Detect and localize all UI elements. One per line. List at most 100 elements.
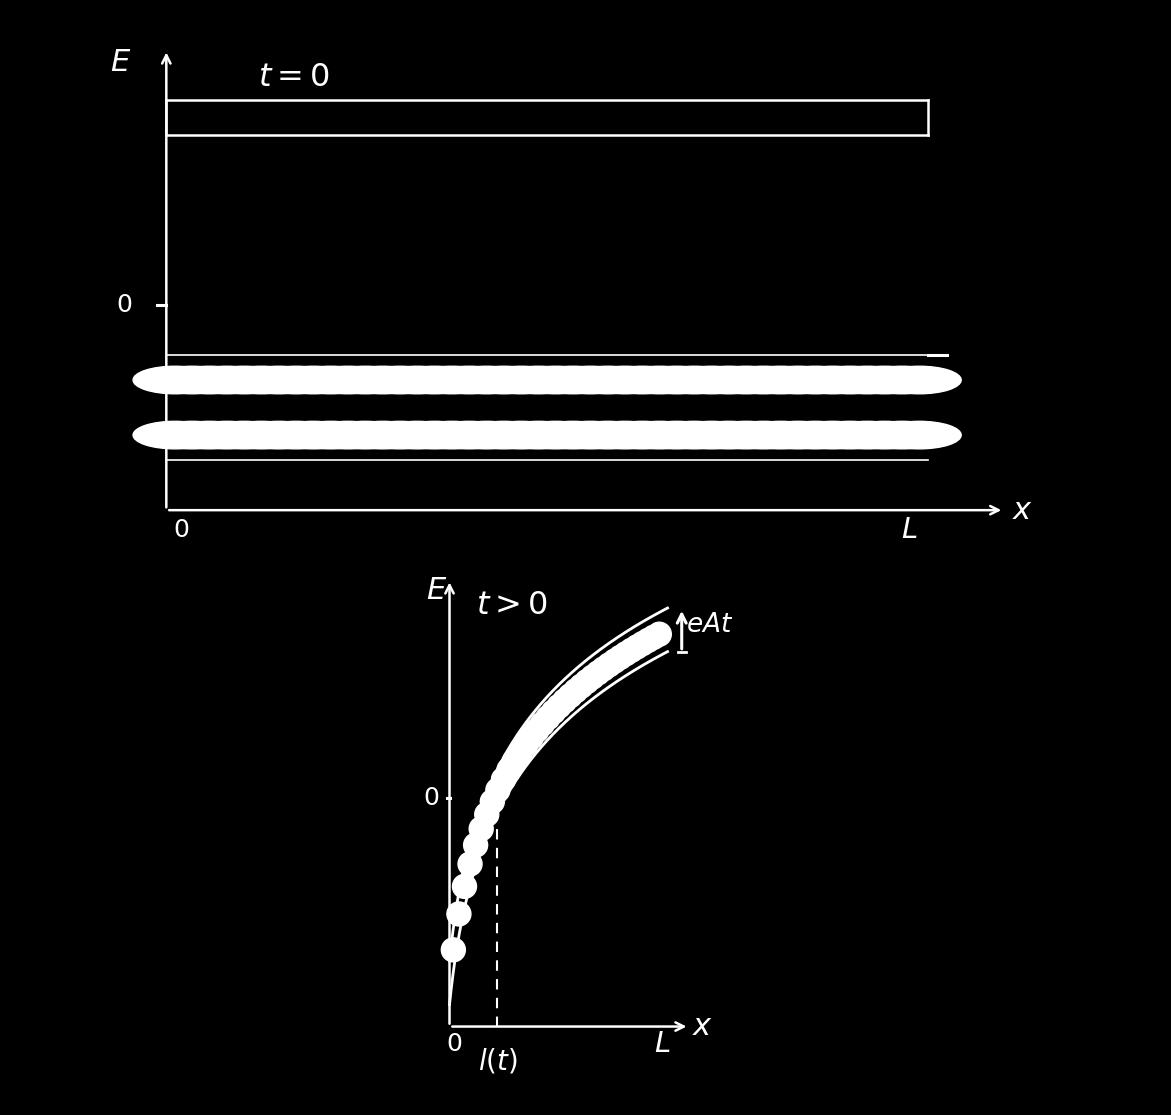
Text: $eAt$: $eAt$ [686, 612, 733, 639]
Circle shape [652, 421, 737, 449]
Circle shape [492, 767, 515, 792]
Circle shape [358, 366, 441, 394]
Circle shape [547, 695, 571, 718]
Circle shape [739, 366, 823, 394]
Text: $0$: $0$ [173, 518, 190, 542]
Circle shape [631, 631, 655, 656]
Circle shape [575, 669, 598, 694]
Circle shape [583, 421, 667, 449]
Circle shape [532, 421, 615, 449]
Circle shape [323, 366, 408, 394]
Circle shape [530, 712, 554, 736]
Circle shape [341, 421, 425, 449]
Circle shape [502, 749, 527, 773]
Circle shape [756, 366, 840, 394]
Text: $0$: $0$ [116, 293, 132, 317]
Circle shape [790, 421, 875, 449]
Circle shape [618, 421, 701, 449]
Circle shape [474, 803, 499, 826]
Circle shape [559, 683, 582, 708]
Circle shape [739, 421, 823, 449]
Circle shape [410, 366, 494, 394]
Circle shape [566, 366, 650, 394]
Circle shape [826, 366, 909, 394]
Circle shape [636, 629, 660, 652]
Circle shape [532, 366, 615, 394]
Circle shape [458, 852, 482, 876]
Circle shape [237, 366, 321, 394]
Circle shape [563, 679, 588, 702]
Circle shape [553, 689, 576, 712]
Circle shape [581, 666, 604, 689]
Circle shape [392, 366, 477, 394]
Circle shape [376, 366, 459, 394]
Circle shape [603, 649, 626, 673]
Circle shape [687, 421, 771, 449]
Circle shape [237, 421, 321, 449]
Circle shape [254, 421, 338, 449]
Circle shape [548, 366, 632, 394]
Circle shape [358, 421, 441, 449]
Circle shape [635, 366, 719, 394]
Circle shape [790, 366, 875, 394]
Circle shape [614, 642, 638, 666]
Circle shape [519, 726, 543, 749]
Circle shape [427, 421, 511, 449]
Text: $x$: $x$ [1012, 496, 1033, 525]
Circle shape [808, 421, 892, 449]
Circle shape [704, 366, 788, 394]
Circle shape [514, 366, 597, 394]
Circle shape [774, 421, 857, 449]
Circle shape [877, 421, 961, 449]
Circle shape [687, 366, 771, 394]
Circle shape [445, 421, 528, 449]
Circle shape [601, 421, 684, 449]
Circle shape [464, 833, 487, 857]
Circle shape [648, 622, 671, 647]
Circle shape [756, 421, 840, 449]
Circle shape [203, 421, 286, 449]
Circle shape [497, 758, 521, 782]
Circle shape [392, 421, 477, 449]
Circle shape [514, 421, 597, 449]
Circle shape [480, 789, 505, 814]
Text: $E$: $E$ [110, 48, 131, 77]
Circle shape [272, 421, 355, 449]
Circle shape [541, 700, 566, 724]
Circle shape [670, 366, 753, 394]
Circle shape [203, 366, 286, 394]
Circle shape [843, 366, 926, 394]
Circle shape [497, 421, 581, 449]
Circle shape [591, 657, 616, 681]
Circle shape [220, 421, 303, 449]
Circle shape [441, 938, 465, 962]
Text: $0$: $0$ [424, 786, 439, 809]
Circle shape [508, 740, 532, 765]
Circle shape [463, 421, 546, 449]
Circle shape [341, 366, 425, 394]
Circle shape [536, 706, 560, 729]
Circle shape [447, 902, 471, 925]
Circle shape [410, 421, 494, 449]
Circle shape [306, 421, 390, 449]
Circle shape [652, 366, 737, 394]
Text: $L$: $L$ [900, 516, 917, 544]
Circle shape [452, 874, 477, 899]
Circle shape [877, 366, 961, 394]
Circle shape [133, 421, 217, 449]
Circle shape [167, 366, 252, 394]
Circle shape [323, 421, 408, 449]
Text: $L$: $L$ [653, 1030, 670, 1058]
Circle shape [618, 366, 701, 394]
Circle shape [826, 421, 909, 449]
Circle shape [586, 661, 610, 685]
Circle shape [185, 366, 269, 394]
Circle shape [470, 817, 493, 841]
Text: $E$: $E$ [426, 576, 447, 605]
Circle shape [635, 421, 719, 449]
Circle shape [289, 366, 372, 394]
Text: $l(t)$: $l(t)$ [478, 1046, 518, 1075]
Circle shape [306, 366, 390, 394]
Text: $t > 0$: $t > 0$ [475, 590, 548, 621]
Circle shape [185, 421, 269, 449]
